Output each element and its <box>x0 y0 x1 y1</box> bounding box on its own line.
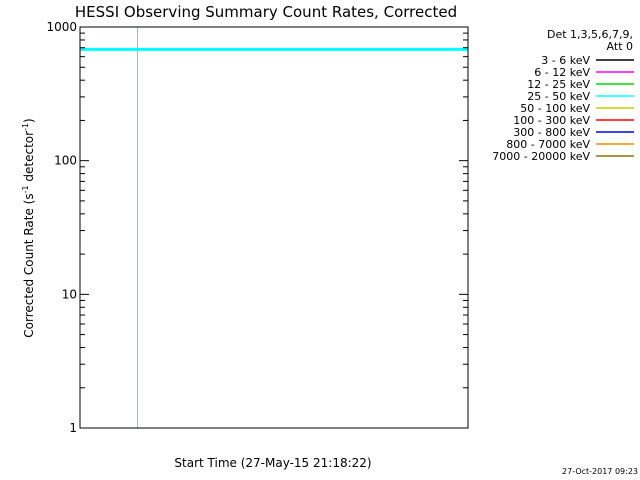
chart-title: HESSI Observing Summary Count Rates, Cor… <box>75 3 457 21</box>
legend-label: 50 - 100 keV <box>520 102 590 115</box>
legend-label: 25 - 50 keV <box>527 90 590 103</box>
legend-label: 800 - 7000 keV <box>506 138 590 151</box>
legend-header-attenuator: Att 0 <box>607 40 633 53</box>
y-tick-label: 10 <box>62 287 77 301</box>
generated-timestamp: 27-Oct-2017 09:23 <box>562 467 638 476</box>
legend-label: 100 - 300 keV <box>513 114 590 127</box>
y-tick-label: 1000 <box>46 20 77 34</box>
plot-frame <box>79 26 469 429</box>
y-axis-label: Corrected Count Rate (s-1 detector-1) <box>21 118 36 337</box>
legend-label: 300 - 800 keV <box>513 126 590 139</box>
legend-label: 12 - 25 keV <box>527 78 590 91</box>
flag-layer <box>80 27 468 428</box>
y-tick-label: 1 <box>69 421 77 435</box>
legend-label: 3 - 6 keV <box>541 54 590 67</box>
legend-label: 6 - 12 keV <box>534 66 590 79</box>
legend-label: 7000 - 20000 keV <box>492 150 590 163</box>
y-axis: 1 10 100 1000 <box>46 20 468 435</box>
x-axis-label: Start Time (27-May-15 21:18:22) <box>174 456 371 470</box>
legend-header-detectors: Det 1,3,5,6,7,9, <box>547 28 633 41</box>
y-tick-label: 100 <box>54 154 77 168</box>
